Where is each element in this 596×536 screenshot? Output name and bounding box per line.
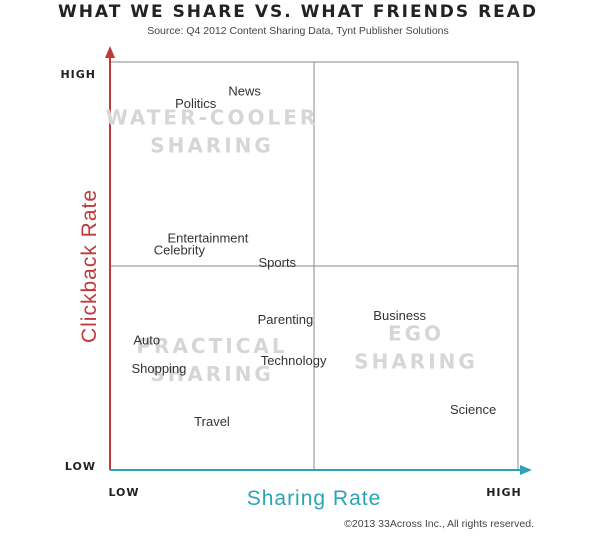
chart-title: WHAT WE SHARE VS. WHAT FRIENDS READ (57, 2, 539, 22)
y-axis-arrow (105, 46, 115, 58)
data-point-label: Politics (175, 96, 217, 111)
data-point-label: Science (450, 402, 496, 417)
data-point-label: Travel (194, 414, 230, 429)
y-tick-high: HIGH (60, 68, 96, 81)
quadrant-label: SHARING (150, 362, 274, 386)
y-tick-low: LOW (65, 460, 96, 473)
copyright: ©2013 33Across Inc., All rights reserved… (344, 518, 534, 530)
chart-subtitle: Source: Q4 2012 Content Sharing Data, Ty… (147, 25, 449, 37)
axis-labels: HIGH LOW LOW HIGH Sharing Rate Clickback Rate (60, 68, 522, 510)
quadrant-label: EGO (388, 322, 444, 346)
x-axis-arrow (520, 465, 532, 475)
data-point-label: Sports (258, 255, 296, 270)
x-tick-low: LOW (108, 486, 139, 499)
data-point-label: Celebrity (154, 243, 206, 258)
quadrant-label: SHARING (150, 133, 274, 157)
x-tick-high: HIGH (486, 486, 522, 499)
quadrant-label: WATER-COOLER (106, 105, 319, 129)
data-point-label: Technology (261, 353, 327, 368)
data-point-label: Auto (133, 332, 160, 347)
data-point-label: Shopping (131, 361, 186, 376)
data-point-label: Business (373, 308, 426, 323)
y-axis-label: Clickback Rate (78, 189, 101, 343)
x-axis-label: Sharing Rate (247, 487, 382, 510)
quadrant-labels: WATER-COOLER SHARING PRACTICAL SHARING EGO SH… (106, 105, 478, 386)
data-point-label: Entertainment (167, 230, 248, 245)
quadrant-label: PRACTICAL (136, 334, 287, 358)
axes (105, 46, 532, 475)
quadrant-label: SHARING (354, 350, 478, 374)
data-point-label: News (228, 84, 261, 99)
data-point-label: Parenting (258, 312, 314, 327)
